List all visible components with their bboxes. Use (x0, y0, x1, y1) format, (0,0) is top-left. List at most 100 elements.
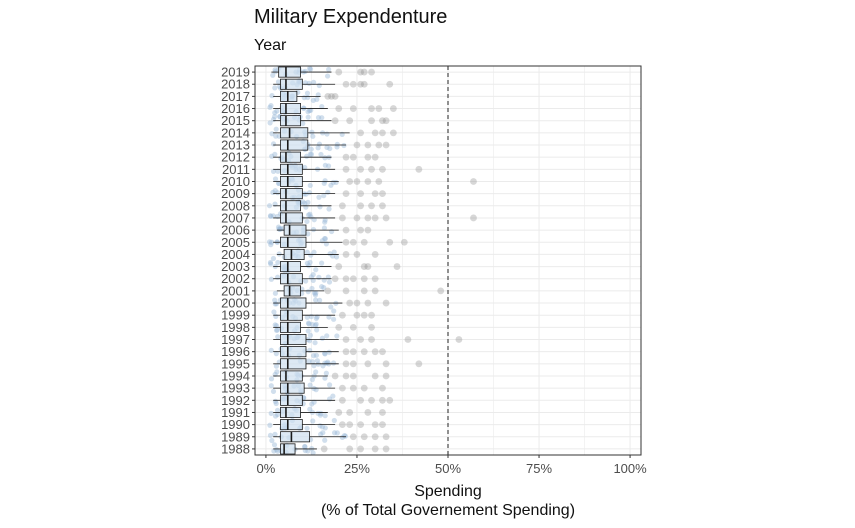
data-point (310, 133, 316, 139)
outlier-point (335, 409, 343, 416)
outlier-point (360, 287, 368, 295)
data-point (320, 430, 326, 436)
outlier-point (357, 421, 365, 429)
data-point (315, 145, 321, 151)
outlier-point (349, 153, 357, 161)
data-point (321, 193, 327, 199)
x-tick-label: 75% (526, 461, 552, 476)
data-point (267, 432, 274, 439)
data-point (268, 383, 274, 389)
data-point (306, 321, 312, 327)
data-point (311, 290, 318, 296)
outlier-point (364, 214, 372, 222)
outlier-point (353, 178, 361, 185)
outlier-point (360, 68, 368, 76)
data-point (314, 314, 320, 320)
data-point (275, 79, 282, 85)
data-point (305, 199, 311, 205)
outlier-point (342, 226, 350, 234)
data-point (269, 153, 275, 159)
data-point (270, 213, 276, 219)
box-1999 (280, 309, 303, 321)
x-tick-label: 50% (435, 461, 461, 476)
outlier-point (349, 275, 357, 283)
data-point (324, 73, 331, 79)
data-point (313, 321, 319, 327)
data-point (304, 90, 311, 96)
data-point (303, 191, 309, 197)
outlier-point (364, 409, 372, 416)
outlier-point (368, 202, 375, 210)
outlier-point (379, 348, 386, 356)
outlier-point (346, 178, 354, 185)
y-tick-label: 2007 (221, 210, 250, 225)
data-point (311, 249, 317, 255)
x-tick-label: 100% (613, 461, 647, 476)
data-point (314, 358, 320, 364)
data-point (307, 182, 313, 189)
y-tick-label: 2004 (221, 247, 250, 262)
outlier-point (364, 263, 372, 270)
data-point (322, 437, 328, 443)
y-tick-label: 2013 (221, 138, 250, 153)
data-point (321, 225, 328, 231)
outlier-point (371, 190, 379, 198)
data-point (307, 332, 314, 338)
y-tick-label: 2002 (221, 271, 250, 286)
data-point (302, 200, 308, 206)
outlier-point (349, 372, 357, 380)
data-point (303, 204, 309, 210)
outlier-point (375, 141, 383, 149)
outlier-point (470, 214, 477, 222)
data-point (274, 108, 280, 114)
data-point (267, 213, 274, 219)
data-point (310, 450, 316, 456)
data-point (271, 448, 277, 454)
outlier-point (342, 238, 350, 246)
data-point (273, 447, 280, 453)
outlier-point (379, 396, 386, 404)
data-point (269, 131, 275, 137)
data-point (310, 359, 316, 365)
y-tick-label: 2001 (221, 283, 250, 298)
outlier-point (324, 92, 332, 100)
box-2013 (280, 139, 309, 151)
box-1990 (280, 419, 303, 431)
y-tick-label: 1998 (221, 320, 250, 335)
data-point (313, 267, 319, 273)
outlier-point (382, 117, 390, 125)
outlier-point (360, 311, 368, 319)
data-point (322, 360, 328, 366)
data-point (322, 425, 328, 431)
box-2010 (280, 175, 303, 187)
box-1988 (280, 443, 296, 455)
data-point (302, 164, 308, 171)
data-point (270, 189, 276, 195)
data-point (334, 333, 340, 339)
data-point (270, 141, 277, 147)
data-point (273, 301, 280, 307)
data-point (310, 97, 316, 103)
data-point (268, 213, 274, 219)
outlier-point (386, 80, 394, 88)
data-point (272, 85, 278, 91)
outlier-point (335, 323, 343, 331)
outlier-point (389, 129, 397, 137)
data-point (272, 290, 279, 296)
outlier-point (324, 287, 332, 295)
outlier-point (357, 202, 365, 210)
data-point (305, 320, 312, 326)
outlier-point (342, 165, 350, 173)
data-point (322, 413, 328, 419)
data-point (334, 430, 340, 436)
data-point (308, 151, 315, 157)
box-1992 (280, 394, 303, 406)
data-point (321, 285, 327, 291)
y-tick-label: 2000 (221, 296, 250, 311)
data-point (319, 424, 326, 430)
outlier-point (357, 226, 365, 234)
y-tick-label: 2012 (221, 150, 250, 165)
data-point (308, 146, 314, 152)
outlier-point (437, 287, 445, 295)
outlier-point (357, 129, 365, 137)
